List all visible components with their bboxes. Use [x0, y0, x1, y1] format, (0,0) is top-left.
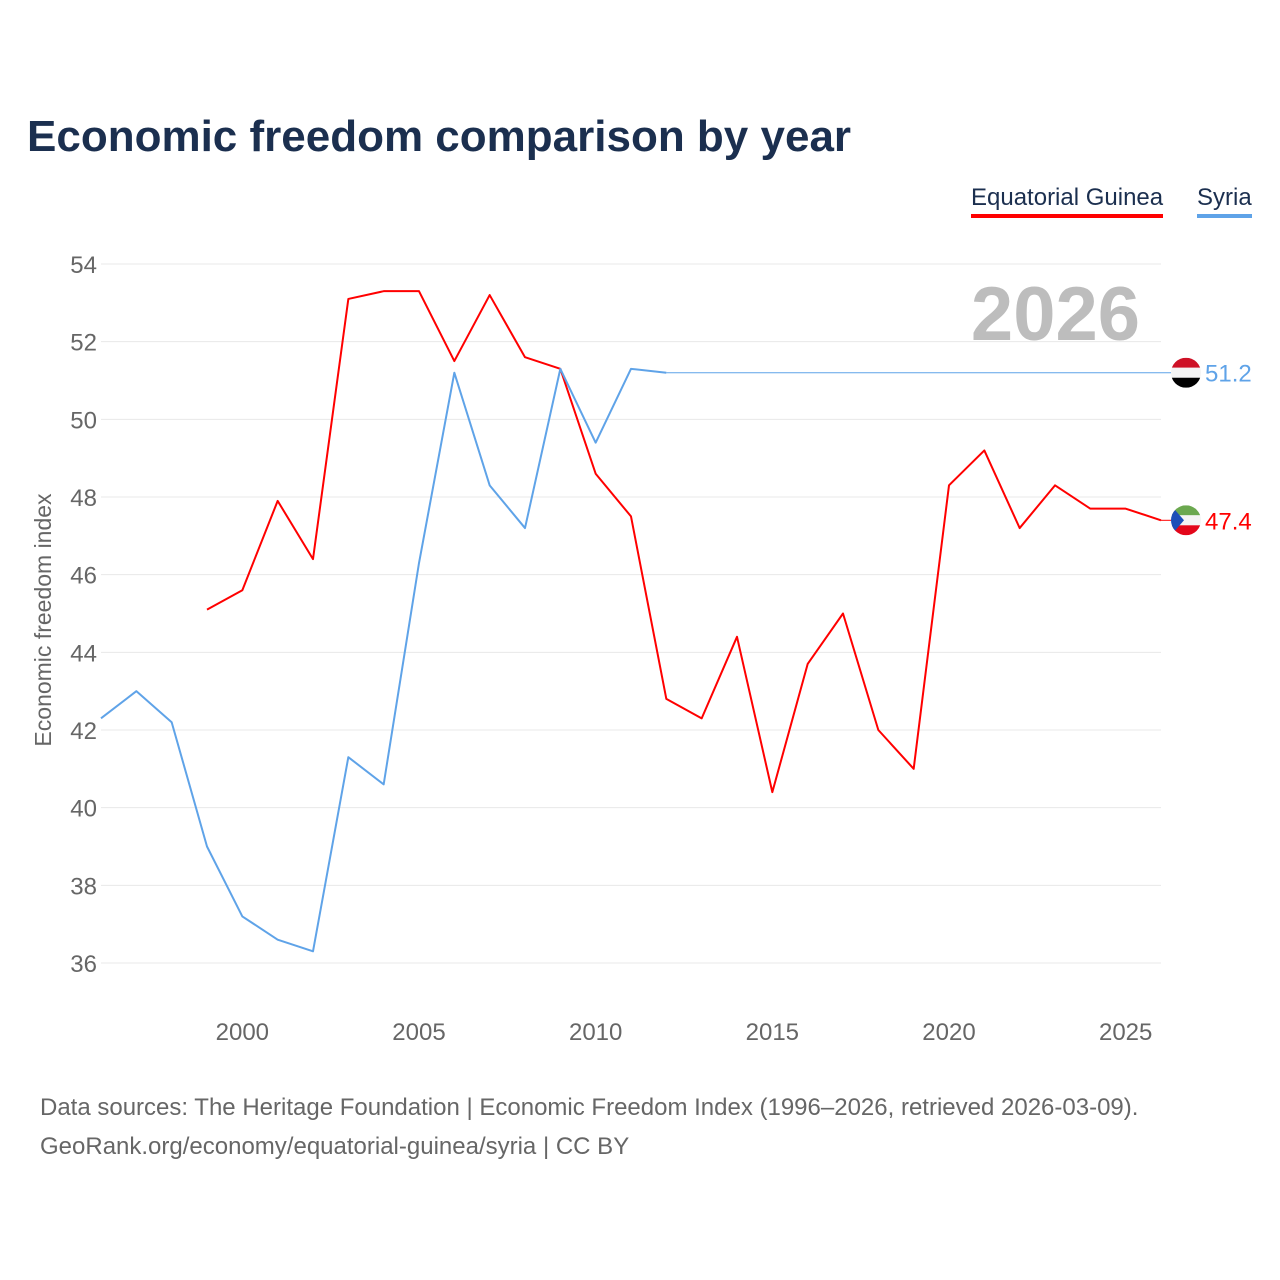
end-value-label: 47.4 [1205, 508, 1252, 535]
y-tick-label: 36 [70, 951, 97, 978]
legend-syria[interactable]: Syria [1197, 184, 1252, 218]
y-axis-label: Economic freedom index [30, 493, 56, 747]
y-tick-label: 50 [70, 407, 97, 434]
end-value-label: 51.2 [1205, 361, 1252, 388]
source-line-2[interactable]: GeoRank.org/economy/equatorial-guinea/sy… [40, 1133, 630, 1160]
x-tick-label: 2025 [1099, 1019, 1152, 1046]
flag-icon-syria [1171, 357, 1201, 388]
flag-icon-equatorial-guinea [1171, 505, 1201, 536]
x-tick-label: 2010 [569, 1019, 622, 1046]
y-tick-label: 38 [70, 873, 97, 900]
series-line-equatorial-guinea [206, 290, 1162, 794]
y-tick-label: 42 [70, 718, 97, 745]
x-tick-label: 2020 [922, 1019, 975, 1046]
y-tick-label: 40 [70, 796, 97, 823]
y-tick-label: 52 [70, 330, 97, 357]
y-tick-label: 46 [70, 563, 97, 590]
y-tick-label: 48 [70, 485, 97, 512]
legend-equatorial-guinea[interactable]: Equatorial Guinea [971, 184, 1164, 218]
x-tick-label: 2015 [746, 1019, 799, 1046]
series-line-syria [100, 367, 667, 953]
x-tick-label: 2005 [392, 1019, 445, 1046]
year-watermark: 2026 [971, 272, 1140, 357]
source-line-1: Data sources: The Heritage Foundation | … [40, 1094, 1139, 1121]
source-note: Data sources: The Heritage Foundation | … [40, 1088, 1138, 1166]
y-tick-label: 54 [70, 252, 97, 279]
y-tick-label: 44 [70, 640, 97, 667]
x-tick-label: 2000 [216, 1019, 269, 1046]
chart-title: Economic freedom comparison by year [27, 112, 852, 161]
